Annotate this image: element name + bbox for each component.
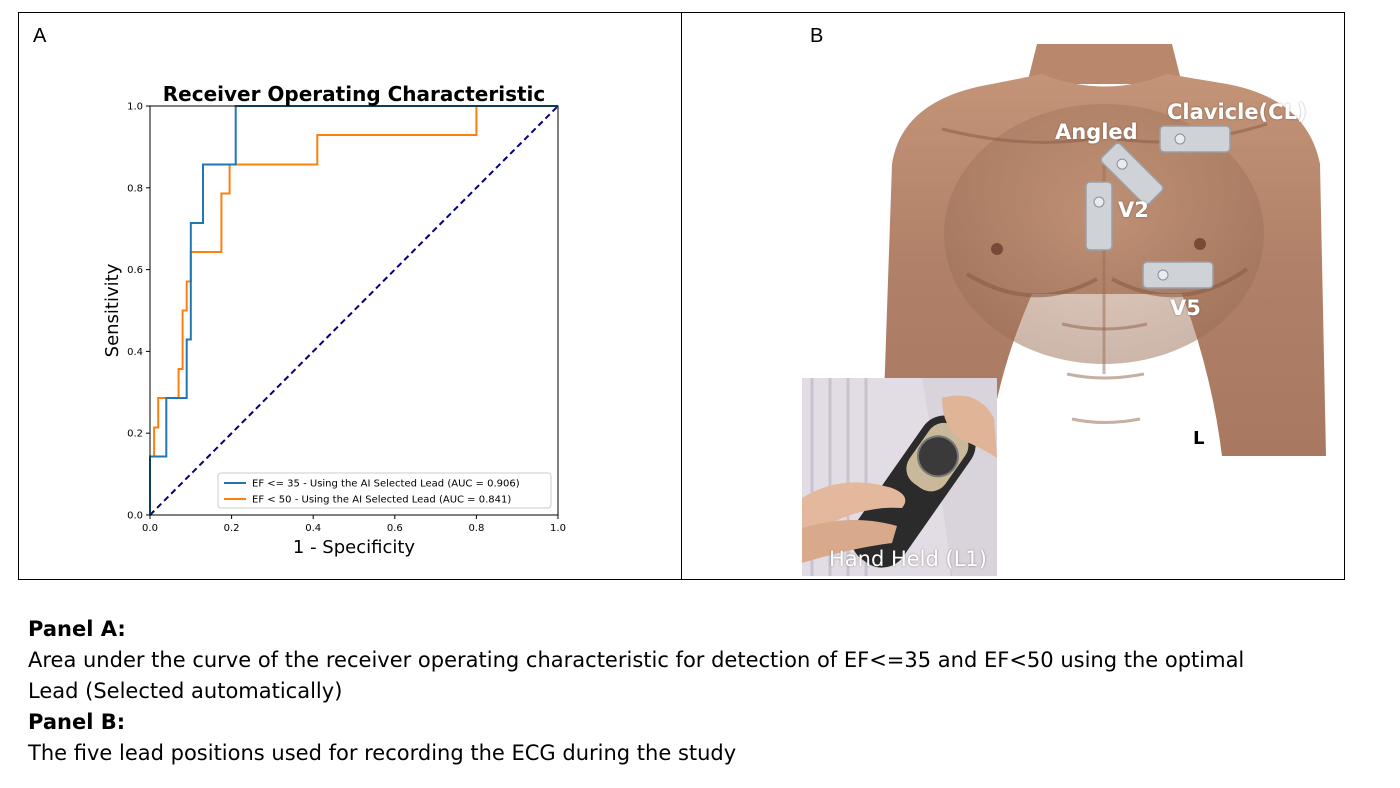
lead-label-v2: V2 [1118,198,1149,222]
x-tick-label: 0.6 [387,523,403,534]
x-axis-label: 1 - Specificity [293,537,416,558]
lead-label-v5: V5 [1170,296,1201,320]
lead-label-clavicle: Clavicle(CL) [1167,100,1307,124]
roc-series-line-2 [149,105,558,515]
v5-patch [1142,261,1214,289]
y-tick-label: 0.0 [127,511,143,522]
angled-patch [1100,142,1164,206]
v2-patch [1085,181,1113,251]
y-tick-label: 0.2 [127,429,143,440]
clavicle-patch [1159,125,1231,153]
torso-illustration [882,44,1326,456]
caption-panel-a-line1: Area under the curve of the receiver ope… [28,648,1245,672]
caption-panel-a-line2: Lead (Selected automatically) [28,679,343,703]
panel-b-heading: Panel B: [28,710,126,734]
lead-label-l: L [1193,428,1205,449]
hand-held-label: Hand Held (L1) [829,547,987,571]
y-tick-label: 0.8 [127,183,143,194]
chart-title: Receiver Operating Characteristic [163,82,546,106]
caption-panel-a-heading: Panel A: [28,614,126,645]
legend-box [217,472,552,509]
x-tick-label: 1.0 [550,523,566,534]
y-tick-label: 0.4 [127,347,143,358]
roc-chart: 0.0 0.2 0.4 0.6 0.8 1.0 0.0 0.2 0.4 0.6 0.8 1.0 Rece… [102,82,566,558]
torso-image [882,44,1326,456]
x-tick-label: 0.4 [305,523,321,534]
y-tick-label: 0.6 [127,265,143,276]
legend-entry-2: EF < 50 - Using the AI Selected Lead (AU… [252,495,511,506]
panel-divider [681,12,682,580]
hand-held-image [802,378,997,576]
roc-series-line-1 [149,105,558,515]
legend-entry-1: EF <= 35 - Using the AI Selected Lead (A… [252,479,520,490]
x-tick-label: 0.8 [468,523,484,534]
panel-a-heading: Panel A: [28,617,126,641]
x-tick-label: 0.0 [142,523,158,534]
y-tick-label: 1.0 [127,102,143,113]
hand-held-illustration [802,378,997,576]
plot-frame [149,105,559,516]
lead-label-angled: Angled [1055,120,1138,144]
diagonal-reference-line [149,105,559,516]
caption-panel-b-heading: Panel B: [28,707,125,738]
y-axis-label: Sensitivity [102,263,123,357]
panel-b-letter: B [810,25,824,47]
caption-panel-b-text: The five lead positions used for recordi… [28,741,737,765]
x-tick-label: 0.2 [224,523,240,534]
panel-a-letter: A [33,25,47,47]
